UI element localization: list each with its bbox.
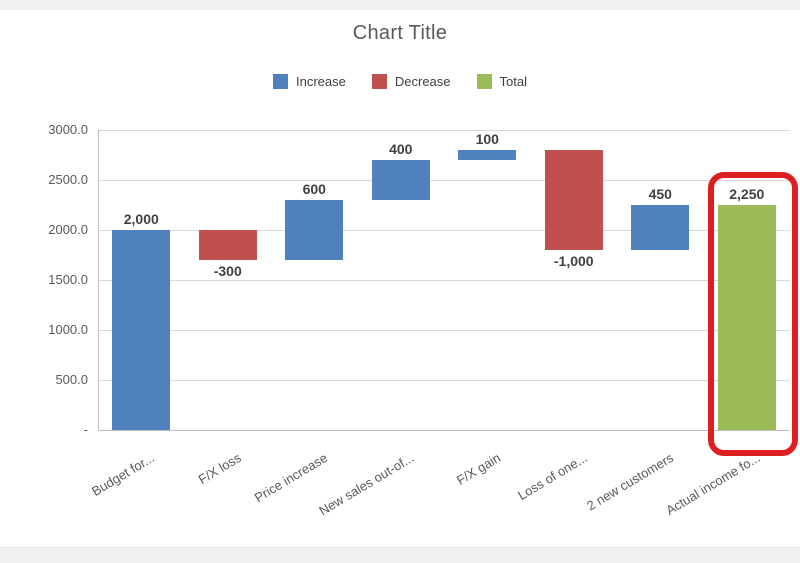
data-label: -300 bbox=[213, 263, 242, 279]
y-tick-label: 1000.0 bbox=[48, 322, 88, 337]
data-label: 100 bbox=[475, 131, 499, 147]
x-category-label: Price increase bbox=[251, 450, 330, 506]
legend: Increase Decrease Total bbox=[0, 74, 800, 89]
data-label: 600 bbox=[302, 181, 326, 197]
y-tick-label: 3000.0 bbox=[48, 122, 88, 137]
gridline bbox=[98, 230, 790, 231]
y-tick-label: 2500.0 bbox=[48, 172, 88, 187]
legend-label: Increase bbox=[296, 74, 346, 89]
x-category-label: Budget for... bbox=[89, 450, 157, 499]
gridline bbox=[98, 380, 790, 381]
legend-item-decrease: Decrease bbox=[371, 74, 451, 89]
bar-total bbox=[717, 205, 776, 430]
gridline bbox=[98, 130, 790, 131]
y-axis-line bbox=[98, 130, 99, 431]
data-label: 400 bbox=[389, 141, 413, 157]
legend-swatch-decrease bbox=[371, 74, 387, 89]
legend-item-increase: Increase bbox=[273, 74, 346, 89]
x-category-label: Loss of one... bbox=[514, 450, 590, 504]
bottom-border-strip bbox=[0, 547, 800, 563]
x-category-label: Actual income fo... bbox=[663, 450, 763, 518]
x-axis-line bbox=[98, 430, 790, 431]
chart-title: Chart Title bbox=[352, 22, 448, 44]
gridline bbox=[98, 280, 790, 281]
data-label: -1,000 bbox=[553, 253, 594, 269]
bar-decrease bbox=[198, 230, 257, 260]
x-category-label: New sales out-of... bbox=[316, 450, 417, 519]
plot-area: 2,000 -300 600 400 100 -1,000 450 2,250 bbox=[98, 130, 790, 430]
legend-label: Decrease bbox=[394, 74, 451, 89]
y-tick-label: - bbox=[83, 422, 88, 437]
legend-item-total: Total bbox=[476, 74, 527, 89]
bar-increase bbox=[371, 160, 430, 200]
legend-swatch-total bbox=[476, 74, 492, 89]
x-category-label: 2 new customers bbox=[584, 450, 676, 514]
bar-decrease bbox=[544, 150, 603, 250]
data-label: 2,000 bbox=[123, 211, 159, 227]
y-tick-label: 500.0 bbox=[55, 372, 88, 387]
gridline bbox=[98, 330, 790, 331]
legend-label: Total bbox=[499, 74, 527, 89]
y-tick-label: 1500.0 bbox=[48, 272, 88, 287]
y-tick-label: 2000.0 bbox=[48, 222, 88, 237]
gridline bbox=[98, 180, 790, 181]
bar-increase bbox=[112, 230, 171, 430]
top-border-strip bbox=[0, 0, 800, 10]
data-label: 2,250 bbox=[729, 186, 765, 202]
legend-swatch-increase bbox=[273, 74, 288, 89]
data-label: 450 bbox=[648, 186, 672, 202]
highlight-rectangle bbox=[707, 172, 798, 456]
x-category-label: F/X loss bbox=[195, 450, 244, 488]
bar-increase bbox=[458, 150, 517, 160]
x-category-label: F/X gain bbox=[453, 450, 503, 488]
bar-increase bbox=[285, 200, 344, 260]
bar-increase bbox=[631, 205, 690, 250]
